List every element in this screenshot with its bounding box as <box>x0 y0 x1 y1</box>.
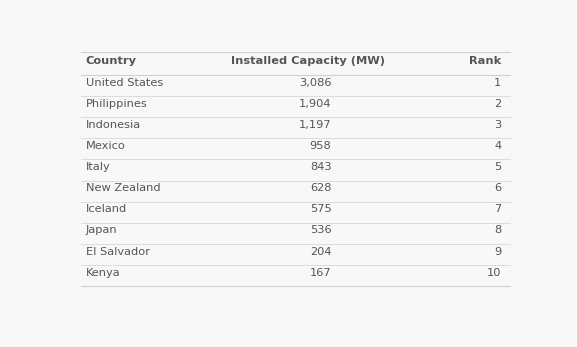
Text: Iceland: Iceland <box>85 204 127 214</box>
Text: 536: 536 <box>310 226 331 236</box>
Text: Indonesia: Indonesia <box>85 120 141 130</box>
Text: New Zealand: New Zealand <box>85 183 160 193</box>
Text: United States: United States <box>85 78 163 88</box>
Text: 5: 5 <box>494 162 501 172</box>
Text: 8: 8 <box>494 226 501 236</box>
Text: Japan: Japan <box>85 226 117 236</box>
Text: 1: 1 <box>494 78 501 88</box>
Text: 4: 4 <box>494 141 501 151</box>
Text: 1,197: 1,197 <box>299 120 331 130</box>
Text: Italy: Italy <box>85 162 110 172</box>
Text: Installed Capacity (MW): Installed Capacity (MW) <box>231 56 385 66</box>
Text: 2: 2 <box>494 99 501 109</box>
Text: 3: 3 <box>494 120 501 130</box>
Text: 204: 204 <box>310 247 331 256</box>
Text: 3,086: 3,086 <box>299 78 331 88</box>
Text: 9: 9 <box>494 247 501 256</box>
Text: 958: 958 <box>310 141 331 151</box>
Text: 167: 167 <box>310 268 331 278</box>
Text: El Salvador: El Salvador <box>85 247 149 256</box>
Text: Country: Country <box>85 56 137 66</box>
Text: 843: 843 <box>310 162 331 172</box>
Text: 575: 575 <box>310 204 331 214</box>
Text: Rank: Rank <box>469 56 501 66</box>
Text: Philippines: Philippines <box>85 99 147 109</box>
Text: 10: 10 <box>487 268 501 278</box>
Text: 1,904: 1,904 <box>299 99 331 109</box>
Text: Kenya: Kenya <box>85 268 120 278</box>
Text: 628: 628 <box>310 183 331 193</box>
Text: Mexico: Mexico <box>85 141 125 151</box>
Text: 6: 6 <box>494 183 501 193</box>
Text: 7: 7 <box>494 204 501 214</box>
